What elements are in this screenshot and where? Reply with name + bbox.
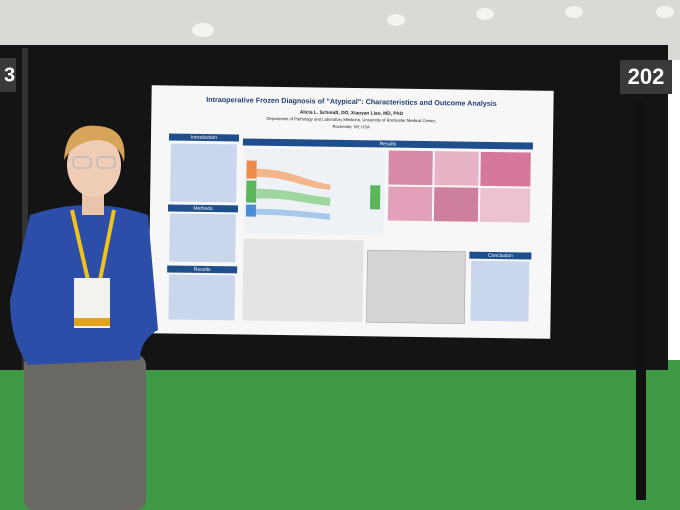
flow-bar (245, 204, 257, 217)
section-header (469, 251, 532, 260)
flow-bars (245, 160, 381, 220)
flow-band (255, 208, 330, 220)
text-block (170, 143, 237, 203)
micrograph (479, 187, 531, 223)
flow-bar (246, 160, 257, 179)
results-text (242, 238, 364, 323)
booth-sign (0, 58, 16, 92)
section-header (168, 133, 240, 142)
micrograph (480, 151, 531, 187)
ceiling-lights (192, 6, 674, 37)
light (476, 8, 494, 20)
section-title: Results (380, 141, 397, 147)
text-blocks (168, 143, 530, 322)
flow-band (256, 188, 331, 206)
poster-location: Rochester, NY, USA (332, 124, 370, 130)
hair (64, 125, 125, 162)
lanyard (70, 209, 116, 281)
trousers (24, 355, 146, 510)
booth-sign (620, 60, 672, 94)
booth-number: 202 (628, 64, 665, 89)
glasses (72, 156, 92, 169)
poster-title: Intraoperative Frozen Diagnosis of "Atyp… (206, 95, 497, 108)
section-header (167, 204, 239, 213)
poster: Intraoperative Frozen Diagnosis of "Atyp… (148, 85, 554, 339)
poster-affiliation: Department of Pathology and Laboratory M… (267, 116, 437, 123)
flow-bar (246, 180, 257, 203)
text-block (168, 274, 236, 321)
text-block (169, 213, 236, 263)
micrograph (433, 187, 479, 222)
glasses (96, 156, 116, 169)
light (656, 6, 674, 18)
face (67, 133, 121, 197)
results-table (366, 249, 466, 324)
flow-bar (370, 185, 381, 210)
booth-number: 3 (4, 64, 15, 86)
section-title: Methods (193, 206, 213, 212)
text-block (470, 260, 530, 322)
light (565, 6, 583, 18)
light (387, 14, 405, 26)
micrograph (434, 151, 479, 186)
micrograph (388, 150, 433, 186)
person (10, 125, 158, 510)
board-frame (22, 48, 28, 370)
micrographs (387, 150, 531, 223)
section-title: Conclusion (488, 253, 513, 259)
flow-band (256, 168, 331, 190)
light (192, 23, 214, 37)
section-header (167, 265, 238, 274)
board-leg (636, 100, 646, 500)
section-header (242, 138, 533, 150)
badge-ribbon (74, 318, 110, 326)
poster-authors: Alicia L. Schmidt, DO, Xiaoyan Liao, MD,… (300, 110, 404, 117)
micrograph (387, 186, 433, 222)
section-title: Results (194, 267, 211, 273)
section-title: Introduction (191, 135, 217, 141)
